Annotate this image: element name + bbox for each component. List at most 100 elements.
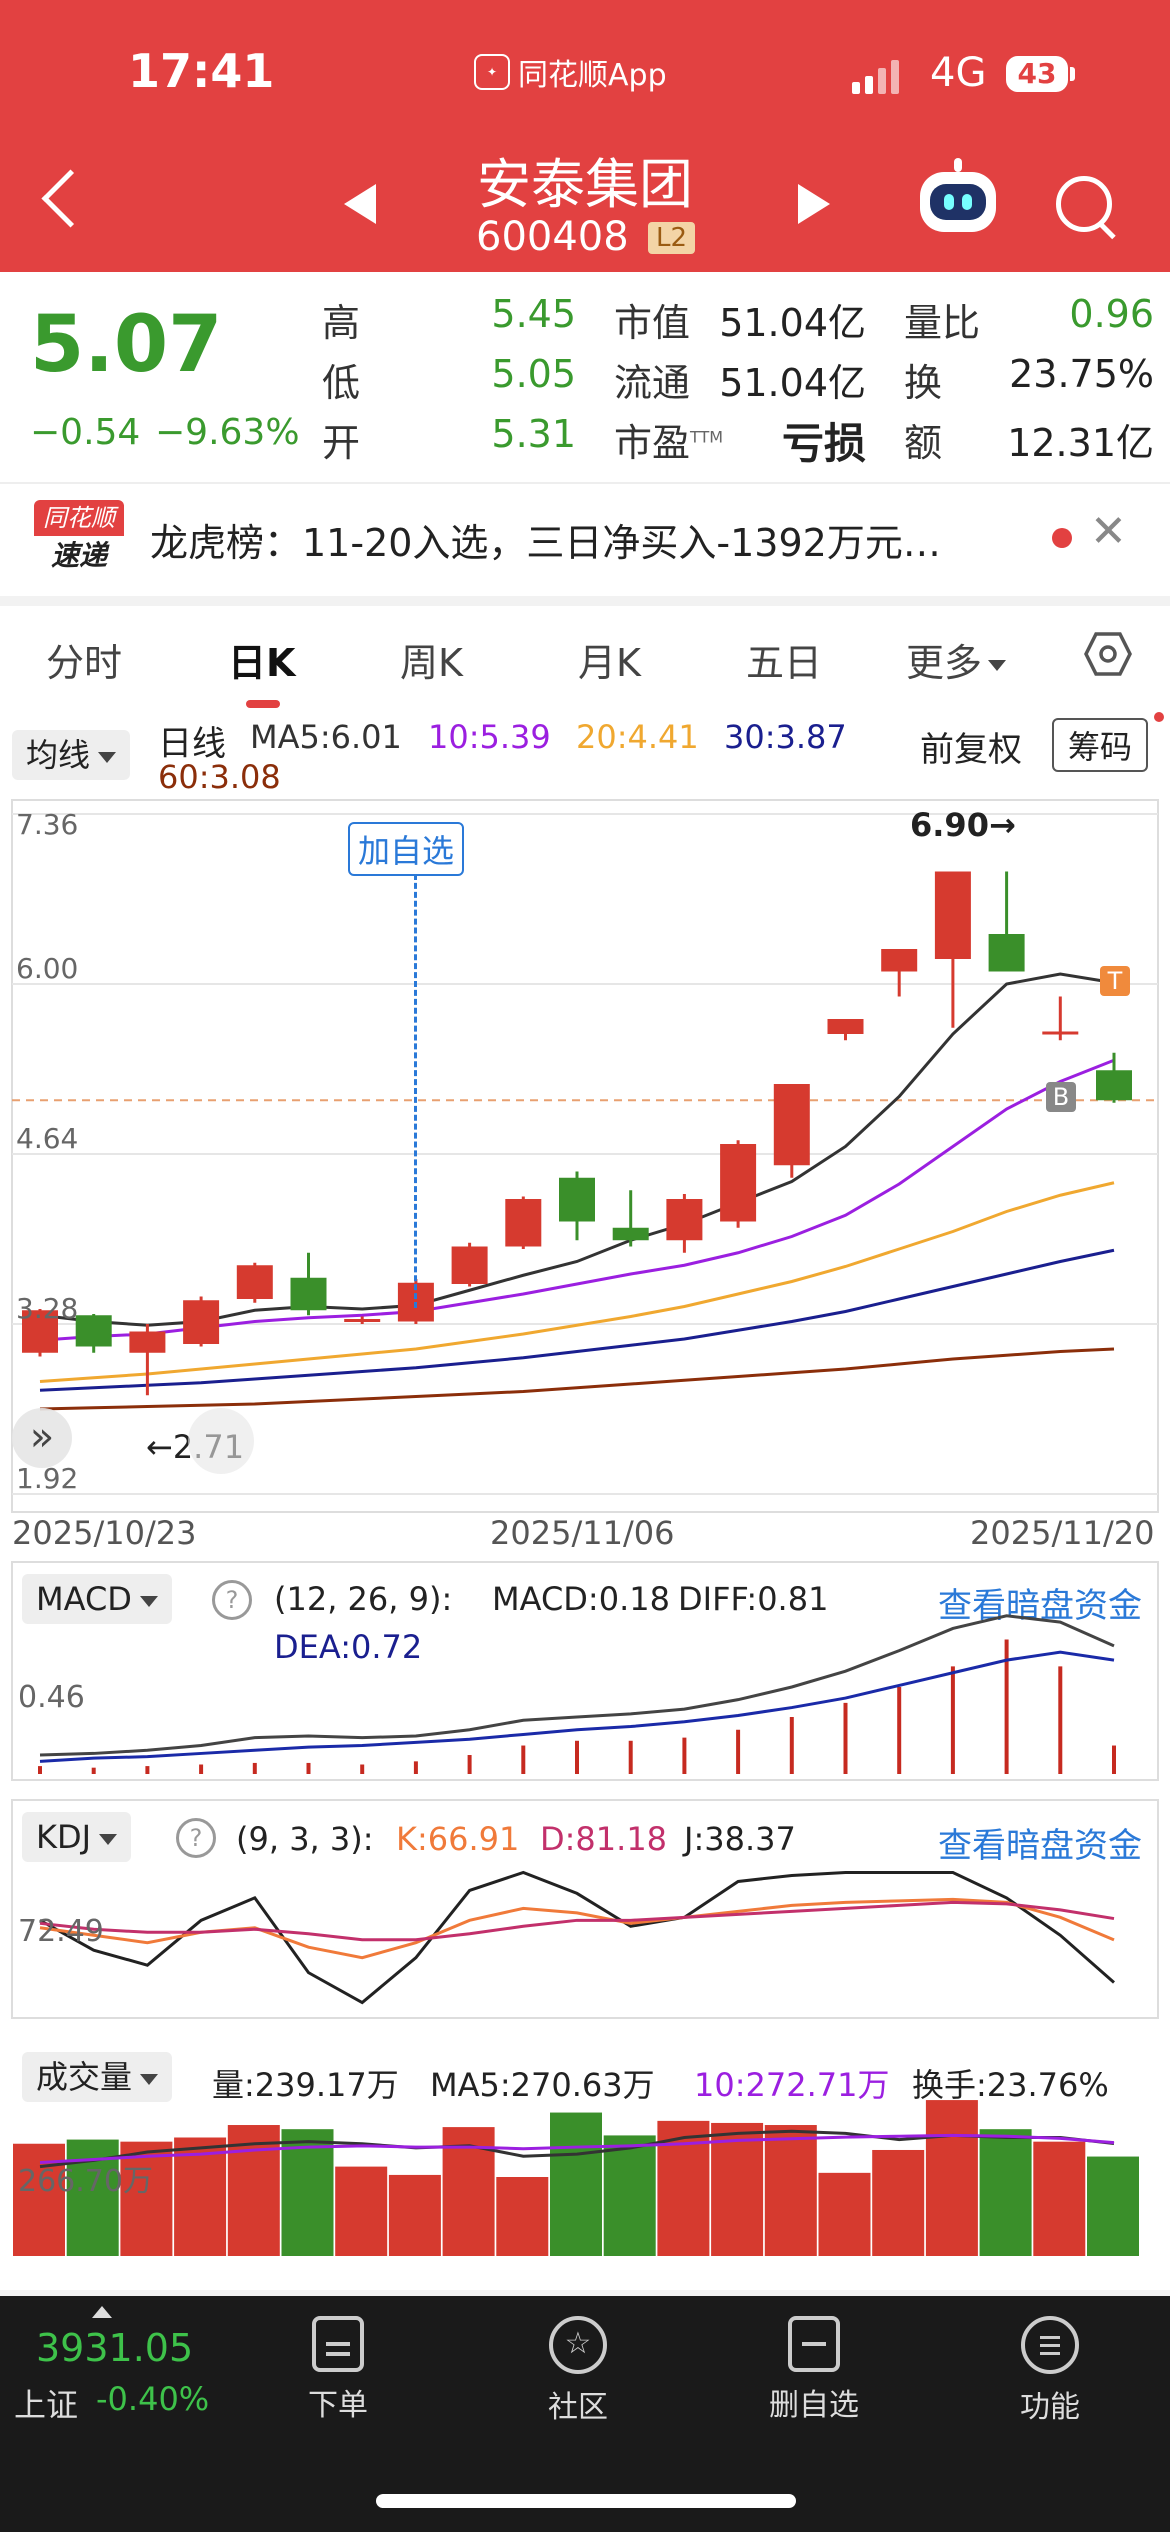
kdj-selector[interactable]: KDJ [22,1812,132,1862]
volume-bar [227,2125,280,2256]
chevron-down-icon [988,660,1007,671]
price-change-pct: −9.63% [155,412,300,453]
index-value[interactable]: 3931.05 [36,2326,194,2370]
ma30-line [39,1248,1115,1392]
volume-ytick: 266.70万 [18,2164,153,2199]
kline-grid [12,813,1158,1495]
status-app-name: ✦ 同花顺App [474,50,667,94]
volume-selector-label: 成交量 [36,2058,133,2096]
ma10-label: 10:5.39 [428,718,551,756]
pe-value: 亏损 [781,419,866,468]
candle-body [1042,1031,1079,1035]
adjust-mode[interactable]: 前复权 [920,730,1022,770]
macd-params: (12, 26, 9): [274,1580,453,1618]
date-mid: 2025/11/06 [490,1514,675,1552]
news-badge-top: 同花顺 [34,500,124,536]
macd-frame [11,1561,1159,1781]
nav-order[interactable]: 下单 [278,2316,398,2424]
candle-body [290,1277,327,1311]
kdj-chart[interactable] [0,1798,1170,2020]
dea-value: DEA:0.72 [274,1628,423,1666]
candle-body [129,1331,166,1353]
chips-button[interactable]: 筹码 [1052,718,1149,772]
nav-remove-watchlist-label: 删自选 [769,2388,859,2423]
tab-intraday[interactable]: 分时 [46,641,123,685]
kline-chart[interactable]: 7.366.004.643.281.92 [0,794,1170,1524]
ma30-label: 30:3.87 [724,718,847,756]
expand-icon[interactable]: » [12,1408,72,1468]
volume-bar [711,2122,764,2256]
tab-daily-k[interactable]: 日K [228,641,296,685]
chevron-down-icon [98,751,117,763]
volume-bar [335,2166,388,2256]
d-line [39,1900,1115,1942]
tab-monthly-k[interactable]: 月K [578,641,641,685]
macd-selector[interactable]: MACD [22,1574,172,1624]
pe-label-text: 市盈 [614,421,691,465]
search-icon[interactable] [1056,176,1112,232]
date-start: 2025/10/23 [12,1514,197,1552]
ma5-label: MA5:6.01 [250,718,402,756]
ma20-label: 20:4.41 [576,718,699,756]
candle-body [720,1144,757,1222]
tab-more[interactable]: 更多 [906,632,1007,687]
chart-settings-icon[interactable] [1084,632,1132,676]
volume-bar [1087,2156,1139,2256]
zoom-handle[interactable] [188,1408,254,1474]
news-text[interactable]: 龙虎榜：11-20入选，三日净买入-1392万元… [150,521,941,565]
ma-selector[interactable]: 均线 [12,730,131,780]
date-end: 2025/11/20 [970,1514,1155,1552]
add-watchlist-tag[interactable]: 加自选 [348,822,465,876]
open-label: 开 [322,421,361,465]
volume-bar [872,2149,925,2256]
buy-marker[interactable]: B [1046,1082,1076,1112]
volume-selector[interactable]: 成交量 [22,2052,173,2102]
news-banner[interactable] [0,482,1170,596]
tab-more-label: 更多 [906,641,983,685]
close-icon[interactable]: ✕ [1090,506,1127,557]
nav-remove-watchlist[interactable]: 删自选 [754,2316,874,2424]
turnover-value: 23.75% [1009,352,1154,396]
nav-community-label: 社区 [548,2390,608,2425]
dea-line [39,1650,1115,1763]
candle-body [75,1315,112,1347]
candle-body [827,1019,864,1034]
candle-body [881,949,918,972]
ai-assistant-icon[interactable] [920,158,996,232]
trade-marker[interactable]: T [1100,966,1130,996]
index-change: -0.40% [96,2380,210,2418]
prev-stock-icon[interactable] [344,184,376,224]
candle-body [934,871,971,959]
kline-ytick: 7.36 [16,808,78,841]
ma-selector-label: 均线 [26,736,91,774]
candle-body [1096,1070,1132,1101]
pe-label: 市盈TTM [614,412,723,467]
k-line [39,1897,1115,1960]
tab-weekly-k[interactable]: 周K [400,641,463,685]
dark-pool-link-kdj[interactable]: 查看暗盘资金 [938,1826,1142,1866]
news-badge-bottom: 速递 [34,536,124,576]
volume-bar [818,2172,871,2256]
candle-body [451,1246,488,1284]
high-price-marker: 6.90→ [910,806,1016,844]
macd-help-icon[interactable]: ? [212,1580,252,1620]
kline-yticks: 7.366.004.643.281.92 [16,808,78,1495]
next-stock-icon[interactable] [798,184,830,224]
kdj-params: (9, 3, 3): [236,1820,374,1858]
kdj-help-icon[interactable]: ? [176,1818,216,1858]
back-icon[interactable] [41,169,100,228]
battery-tip [1070,67,1075,81]
tab-five-day[interactable]: 五日 [746,641,823,685]
candle-body [988,934,1025,972]
level2-badge[interactable]: L2 [648,222,696,254]
chart-area [0,712,1170,2290]
status-time: 17:41 [128,44,275,98]
nav-community[interactable]: ☆ 社区 [518,2316,638,2426]
nav-functions[interactable]: 功能 [990,2316,1110,2426]
pe-ttm-sup: TTM [690,427,724,447]
candle-body [505,1199,542,1247]
chips-dot [1154,712,1164,722]
macd-chart[interactable] [0,1560,1170,1790]
app-logo-icon: ✦ [474,54,510,90]
volume-chart[interactable] [0,2038,1170,2260]
